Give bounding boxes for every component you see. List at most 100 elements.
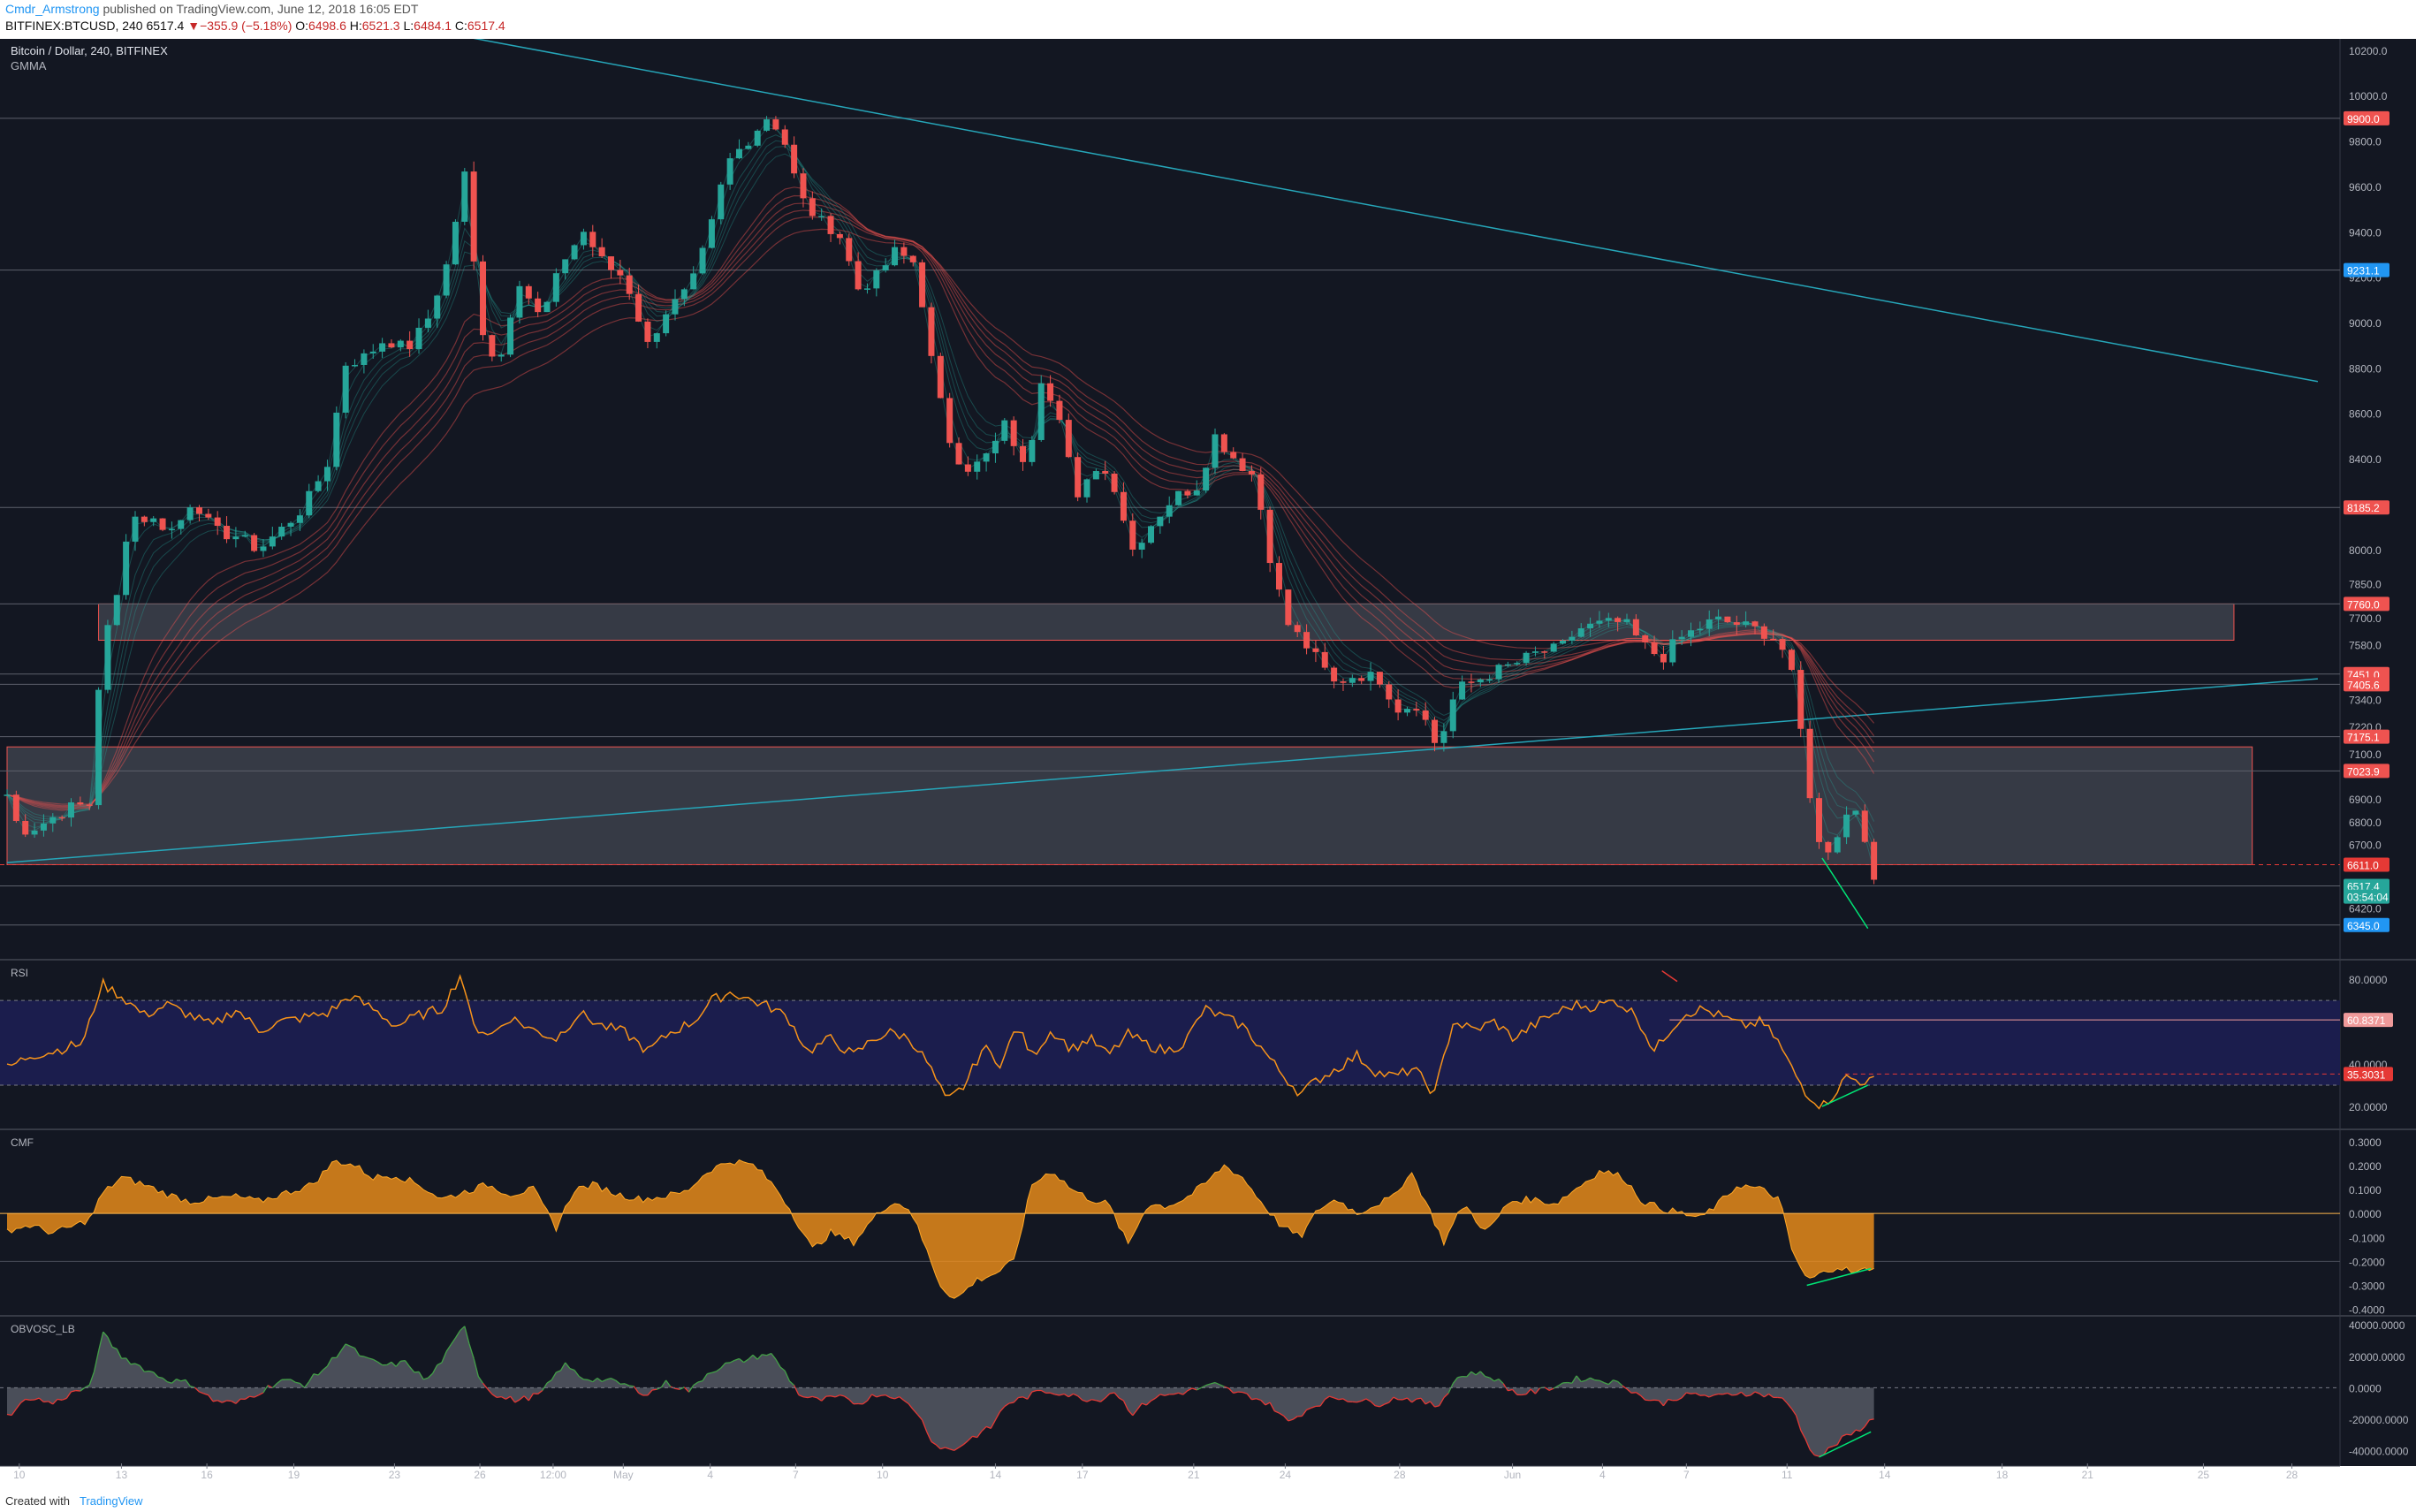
candle-body xyxy=(1266,509,1273,564)
candle-body xyxy=(764,119,771,131)
candle-body xyxy=(699,247,706,274)
candle-body xyxy=(1550,643,1557,652)
obvosc-segment xyxy=(1164,1394,1170,1396)
candle-body xyxy=(1148,526,1154,543)
obvosc-segment xyxy=(304,1380,310,1388)
obvosc-segment xyxy=(935,1444,941,1450)
candle-body xyxy=(1541,651,1548,653)
time-tick-label: 7 xyxy=(1683,1469,1690,1481)
low-label: L: xyxy=(403,19,414,33)
obvosc-segment xyxy=(290,1379,296,1383)
time-tick-label: Jun xyxy=(1504,1469,1521,1481)
obvosc-segment xyxy=(1470,1371,1477,1376)
candle-body xyxy=(452,221,459,265)
time-tick-label: 28 xyxy=(1394,1469,1406,1481)
price-tick-label: 6800.0 xyxy=(2349,817,2382,829)
time-tick-label: 17 xyxy=(1076,1469,1089,1481)
obvosc-segment xyxy=(739,1358,745,1364)
obvosc-segment xyxy=(1301,1409,1308,1417)
obvosc-segment xyxy=(967,1435,974,1441)
cmf-tick-label: -0.1000 xyxy=(2349,1232,2385,1244)
candle-body xyxy=(1632,619,1639,635)
obvosc-segment xyxy=(1809,1448,1815,1456)
chart-canvas[interactable]: 10200.010000.09800.09600.09400.09200.090… xyxy=(0,39,2416,1490)
time-tick-label: 10 xyxy=(13,1469,26,1481)
candle-body xyxy=(260,546,267,551)
candle-body xyxy=(1688,630,1695,637)
cmf-area xyxy=(7,1159,1874,1299)
cmf-tick-label: 0.0000 xyxy=(2349,1208,2382,1220)
candle-body xyxy=(1523,652,1530,664)
obvosc-segment xyxy=(1466,1371,1472,1378)
high-value: 6521.3 xyxy=(361,19,400,33)
candle-body xyxy=(241,535,248,537)
candle-body xyxy=(1056,400,1063,421)
obvosc-segment xyxy=(976,1431,983,1439)
candle-body xyxy=(1733,622,1740,626)
candle-body xyxy=(1770,638,1777,641)
obvosc-segment xyxy=(391,1361,397,1367)
obvosc-segment xyxy=(1425,1401,1431,1405)
candle-body xyxy=(1065,420,1072,458)
candle-body xyxy=(424,318,431,328)
obvosc-segment xyxy=(756,1354,763,1360)
obvosc-segment xyxy=(1607,1379,1614,1386)
obvosc-segment xyxy=(1283,1415,1289,1422)
candle-body xyxy=(1083,479,1090,498)
obvosc-segment xyxy=(1329,1395,1334,1399)
price-tag-label: 8185.2 xyxy=(2347,502,2380,514)
price-tick-label: 6420.0 xyxy=(2349,903,2382,916)
obvosc-segment xyxy=(1155,1394,1161,1399)
candle-body xyxy=(1560,640,1567,644)
candle-body xyxy=(855,261,862,290)
obvosc-segment xyxy=(688,1385,695,1393)
candle-body xyxy=(735,148,742,159)
price-tag xyxy=(2344,729,2389,744)
obvosc-segment xyxy=(578,1375,584,1380)
publish-info: published on TradingView.com, June 12, 2… xyxy=(103,2,419,16)
obvosc-segment xyxy=(862,1400,868,1405)
time-tick-label: 14 xyxy=(1879,1469,1891,1481)
candle-body xyxy=(1724,616,1731,623)
candle-body xyxy=(361,353,368,365)
obvosc-segment xyxy=(1759,1393,1765,1398)
obvosc-segment xyxy=(523,1395,529,1402)
obvosc-segment xyxy=(794,1385,800,1395)
obvosc-segment xyxy=(313,1373,319,1376)
obvosc-segment xyxy=(212,1400,218,1402)
candle-body xyxy=(1504,664,1511,666)
obvosc-segment xyxy=(1122,1400,1129,1411)
author-link[interactable]: Cmdr_Armstrong xyxy=(5,2,100,16)
obvosc-segment xyxy=(235,1398,241,1404)
time-tick-label: 7 xyxy=(793,1469,799,1481)
rsi-title: RSI xyxy=(11,967,28,979)
candle-body xyxy=(132,516,139,542)
obvosc-segment xyxy=(866,1394,873,1402)
obvosc-segment xyxy=(1704,1394,1710,1398)
candle-body xyxy=(1477,679,1484,682)
obvosc-segment xyxy=(353,1348,361,1356)
obvosc-segment xyxy=(1407,1397,1413,1403)
obvosc-segment xyxy=(1370,1401,1376,1407)
candle-body xyxy=(278,527,285,537)
obvosc-segment xyxy=(542,1382,548,1391)
price-tick-label: 8400.0 xyxy=(2349,453,2382,466)
candle-body xyxy=(269,536,276,547)
candle-body xyxy=(1587,623,1594,629)
cmf-tick-label: 0.1000 xyxy=(2349,1184,2382,1197)
obvosc-segment xyxy=(514,1399,520,1403)
obvosc-segment xyxy=(615,1379,621,1385)
candle-body xyxy=(214,517,221,527)
candle-body xyxy=(1614,618,1622,622)
candle-body xyxy=(607,256,614,270)
obvosc-segment xyxy=(519,1395,525,1401)
candle-body xyxy=(690,273,697,290)
obvosc-segment xyxy=(1457,1375,1463,1379)
obvosc-segment xyxy=(1219,1384,1225,1387)
candle-body xyxy=(955,443,962,465)
descending-trendline xyxy=(473,39,2319,383)
obvosc-tick-label: -40000.0000 xyxy=(2349,1446,2409,1458)
price-tag-label: 6611.0 xyxy=(2347,859,2379,871)
obvosc-segment xyxy=(1151,1397,1157,1402)
tradingview-logo[interactable]: TradingView xyxy=(80,1494,143,1508)
